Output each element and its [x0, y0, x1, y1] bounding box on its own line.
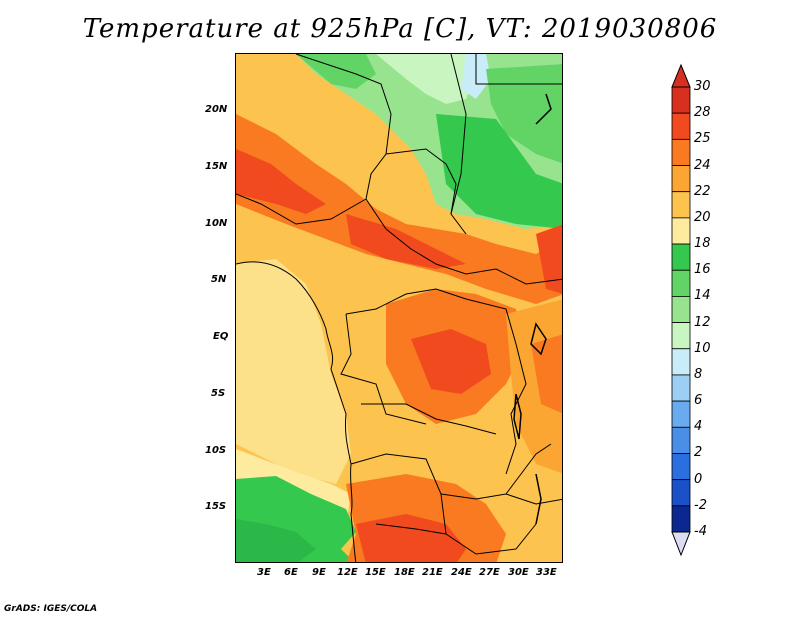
- colorbar-label: 30: [694, 79, 711, 94]
- colorbar-label: 25: [694, 131, 711, 147]
- lat-tick-label: 20N: [205, 104, 228, 115]
- colorbar-segment: [671, 348, 691, 376]
- lat-tick-label: 10N: [205, 218, 228, 229]
- colorbar-label: 14: [694, 288, 711, 304]
- lat-tick-label: EQ: [213, 331, 229, 342]
- lon-tick-label: 27E: [479, 567, 500, 578]
- colorbar-segment: [671, 243, 691, 271]
- colorbar-segment: [671, 191, 691, 219]
- colorbar-label: 0: [694, 471, 703, 487]
- colorbar-label: 16: [694, 262, 711, 278]
- colorbar-segment: [671, 400, 691, 428]
- temperature-map: [235, 53, 563, 563]
- lon-tick-label: 6E: [284, 567, 298, 578]
- colorbar-label: 2: [694, 445, 703, 461]
- lon-tick-label: 30E: [508, 567, 529, 578]
- lat-tick-label: 5S: [211, 388, 226, 399]
- colorbar-segment: [671, 374, 691, 402]
- colorbar-segments: [671, 86, 691, 533]
- lat-tick-label: 15N: [205, 161, 228, 172]
- colorbar-label: 12: [694, 314, 711, 330]
- lon-tick-label: 3E: [257, 567, 271, 578]
- colorbar-label: 18: [694, 236, 711, 252]
- temperature-field: [236, 54, 562, 562]
- colorbar-segment: [671, 165, 691, 193]
- colorbar-label: -4: [694, 524, 707, 539]
- lon-tick-label: 21E: [422, 567, 443, 578]
- colorbar-segment: [671, 269, 691, 297]
- colorbar-label: -2: [694, 497, 707, 513]
- colorbar-segment: [671, 426, 691, 454]
- colorbar-segment: [671, 453, 691, 481]
- colorbar-label: 6: [694, 393, 703, 409]
- lat-tick-label: 5N: [211, 274, 227, 285]
- colorbar-segment: [671, 217, 691, 245]
- lat-tick-label: 10S: [205, 445, 227, 456]
- map-title: Temperature at 925hPa [C], VT: 201903080…: [82, 14, 718, 44]
- colorbar-bottom-arrow: [671, 531, 691, 557]
- colorbar-label: 24: [694, 157, 711, 173]
- colorbar-segment: [671, 322, 691, 350]
- colorbar-segment: [671, 138, 691, 166]
- colorbar-top-arrow: [671, 63, 691, 88]
- colorbar-segment: [671, 296, 691, 323]
- colorbar-label: 8: [694, 366, 703, 382]
- colorbar-label: 28: [694, 105, 711, 121]
- lon-tick-label: 12E: [337, 567, 358, 578]
- colorbar-segment: [671, 505, 691, 533]
- grads-credit: GrADS: IGES/COLA: [4, 604, 98, 614]
- colorbar-segment: [671, 86, 691, 114]
- lon-tick-label: 9E: [312, 567, 326, 578]
- lon-tick-label: 18E: [394, 567, 415, 578]
- colorbar-label: 22: [694, 183, 711, 199]
- colorbar-segment: [671, 479, 691, 507]
- colorbar-label: 10: [694, 340, 711, 356]
- colorbar-label: 20: [694, 209, 711, 225]
- colorbar-label: 4: [694, 419, 703, 435]
- lat-tick-label: 15S: [205, 501, 227, 512]
- colorbar-segment: [671, 112, 691, 140]
- lon-tick-label: 15E: [365, 567, 386, 578]
- lon-tick-label: 24E: [451, 567, 472, 578]
- lon-tick-label: 33E: [536, 567, 557, 578]
